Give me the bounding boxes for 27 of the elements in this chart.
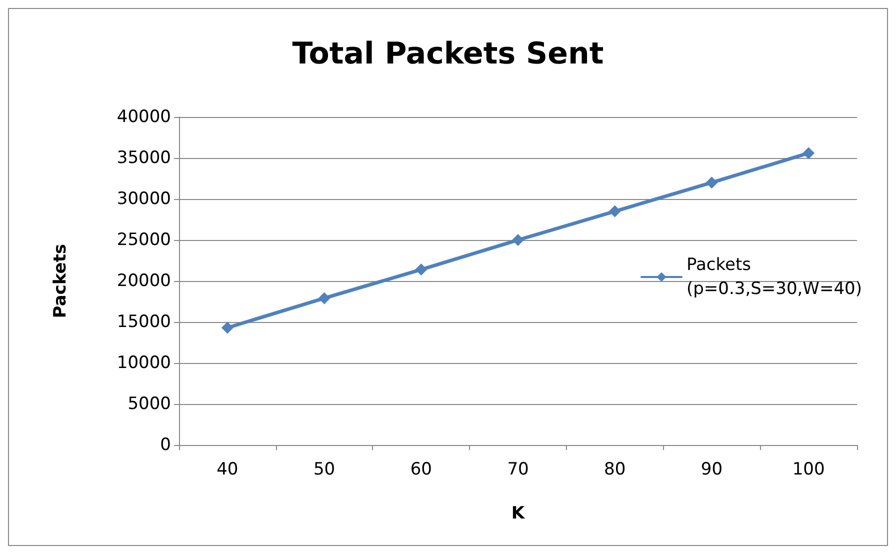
y-tick-label: 10000 [116,353,171,373]
legend-label: Packets (p=0.3,S=30,W=40) [686,255,862,299]
x-axis-title: K [511,504,526,524]
y-tick-label: 35000 [116,148,171,168]
y-tick-label: 15000 [116,312,171,332]
x-tick-label: 60 [410,460,432,480]
x-tick-label: 40 [216,460,238,480]
y-tick-label: 25000 [116,230,171,250]
x-tick-label: 90 [700,460,723,480]
y-tick-label: 30000 [116,189,171,209]
y-tick-label: 40000 [116,107,171,127]
point [221,322,234,334]
y-axis-title: Packets [50,244,70,318]
x-tick-label: 70 [507,460,529,480]
chart-title: Total Packets Sent [292,36,604,72]
point [415,264,428,276]
y-tick-label: 0 [160,435,171,455]
x-tick-label: 50 [313,460,336,480]
point [706,176,718,189]
point [318,292,330,304]
y-tick-label: 5000 [128,394,171,414]
y-tick-label: 20000 [116,271,171,291]
point [608,205,621,218]
x-tick-label: 80 [604,460,626,480]
point [512,234,524,246]
point [802,147,815,160]
x-tick-label: 100 [792,460,825,480]
